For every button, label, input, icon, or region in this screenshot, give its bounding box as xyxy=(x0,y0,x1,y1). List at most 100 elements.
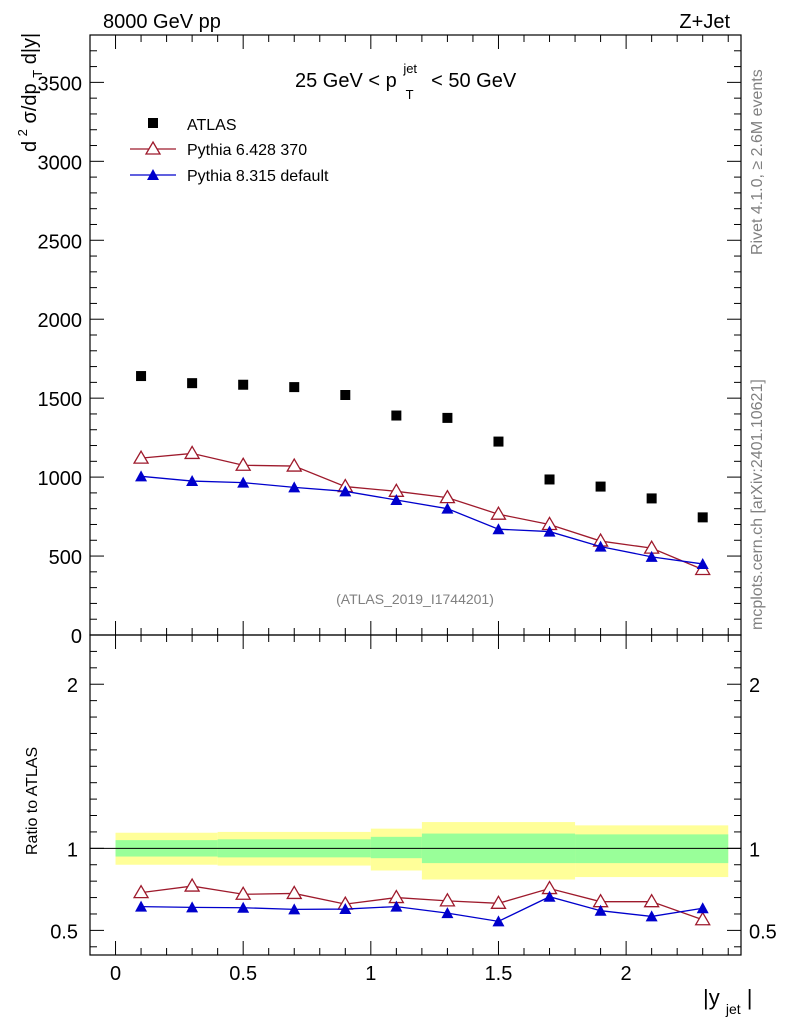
main-point-py8 xyxy=(288,481,301,493)
main-point-py8 xyxy=(645,550,658,562)
plot-title-sup: jet xyxy=(402,61,417,76)
ratio-xtick-label: 0 xyxy=(110,963,121,985)
main-point-py8 xyxy=(594,540,607,552)
y-axis-label-sub: T xyxy=(30,70,45,78)
ratio-point-py8 xyxy=(492,915,505,927)
main-point-py8 xyxy=(237,476,250,488)
ratio-point-py6 xyxy=(183,877,201,892)
ratio-point-py6 xyxy=(490,895,507,909)
main-point-py8 xyxy=(339,485,352,497)
main-ytick-label: 2000 xyxy=(38,310,83,332)
legend-py6-marker xyxy=(144,140,162,155)
x-axis-label-close: | xyxy=(747,985,753,1010)
ratio-xtick-label: 2 xyxy=(621,963,632,985)
main-point-py8 xyxy=(390,494,403,505)
x-axis-label: |y jet | xyxy=(703,985,752,1019)
ratio-xtick-label: 0.5 xyxy=(229,963,257,985)
main-point-atlas xyxy=(340,390,351,400)
legend-py8-marker xyxy=(147,169,159,180)
header-left: 8000 GeV pp xyxy=(103,11,221,33)
ratio-point-py8 xyxy=(237,901,250,913)
ratio-xtick-label: 1 xyxy=(365,963,376,985)
main-point-atlas xyxy=(136,371,147,382)
main-point-py6 xyxy=(183,445,201,460)
main-point-atlas xyxy=(187,378,198,389)
plot-title-pre: 25 GeV < p xyxy=(295,70,397,92)
ratio-series-line xyxy=(140,885,703,921)
main-series-line xyxy=(140,452,703,571)
main-panel: 0 500 1000 1500 2000 2500 3000 3500 (ATLAS_2019… xyxy=(10,33,742,648)
main-point-atlas xyxy=(493,436,504,447)
ratio-ytick-label: 2 xyxy=(67,675,78,697)
main-point-atlas xyxy=(544,474,555,485)
ratio-frame xyxy=(89,634,742,956)
legend-py8-label: Pythia 8.315 default xyxy=(187,168,329,185)
ratio-point-py6 xyxy=(439,892,456,907)
ratio-panel: 0.5 0.5 1 1 2 2 0 0.5 1 1.5 2 Ratio to ATLAS xyxy=(24,634,777,985)
ratio-ytick-label-right: 1 xyxy=(749,839,760,861)
legend: ATLAS Pythia 6.428 370 Pythia 8.315 defa… xyxy=(130,117,329,185)
ratio-point-py8 xyxy=(390,900,403,912)
ratio-point-py6 xyxy=(132,884,150,899)
main-point-py6 xyxy=(490,505,507,520)
ratio-ytick-label: 1 xyxy=(67,839,78,861)
main-ytick-label: 1500 xyxy=(38,389,83,411)
y-axis-label: d 2 σ/dp T d|y| xyxy=(10,33,47,152)
ratio-point-py6 xyxy=(286,885,303,900)
ratio-ytick-label-right: 0.5 xyxy=(749,921,777,943)
main-point-atlas xyxy=(697,512,708,523)
ratio-band-inner xyxy=(370,836,422,859)
ratio-series-line xyxy=(141,896,703,923)
ratio-ytick-label: 0.5 xyxy=(50,921,78,943)
ratio-point-py8 xyxy=(135,900,148,912)
x-axis-label-sub: jet xyxy=(725,1001,741,1017)
legend-py6-label: Pythia 6.428 370 xyxy=(187,142,307,159)
plot-title-sub: T xyxy=(406,87,414,102)
x-axis-label-main: |y xyxy=(703,985,720,1010)
main-ytick-label: 3000 xyxy=(38,152,83,174)
plot-title: 25 GeV < p jet T < 50 GeV xyxy=(295,56,517,104)
main-point-py8 xyxy=(543,525,556,537)
legend-atlas-marker xyxy=(148,118,158,128)
watermark: (ATLAS_2019_I1744201) xyxy=(336,591,494,607)
main-point-py8 xyxy=(441,502,454,514)
ratio-point-py8 xyxy=(594,904,607,916)
main-point-py6 xyxy=(439,489,456,504)
side-mcplots-label: mcplots.cern.ch [arXiv:2401.10621] xyxy=(749,379,766,630)
main-point-py8 xyxy=(696,557,709,569)
main-point-atlas xyxy=(595,481,606,492)
ratio-point-py8 xyxy=(288,903,301,915)
ratio-point-py6 xyxy=(643,893,660,908)
ratio-point-py8 xyxy=(186,901,199,913)
ratio-y-label: Ratio to ATLAS xyxy=(24,747,41,855)
ratio-point-py6 xyxy=(235,885,252,900)
main-point-py8 xyxy=(135,470,148,482)
ratio-ytick-label-right: 2 xyxy=(749,675,760,697)
legend-atlas-label: ATLAS xyxy=(187,117,237,134)
y-axis-label-sup: 2 xyxy=(15,129,30,136)
ratio-xtick-label: 1.5 xyxy=(485,963,513,985)
main-point-py6 xyxy=(132,449,150,464)
main-point-py6 xyxy=(235,456,252,471)
main-point-py8 xyxy=(186,475,199,487)
main-ytick-label: 3500 xyxy=(38,73,83,95)
main-point-atlas xyxy=(646,493,657,504)
main-ytick-label: 2500 xyxy=(38,231,83,253)
main-point-py6 xyxy=(286,457,303,472)
ratio-point-py8 xyxy=(339,903,352,915)
ratio-point-py8 xyxy=(441,907,454,919)
y-axis-label-rest: σ/dp xyxy=(19,83,41,123)
side-rivet-label: Rivet 4.1.0, ≥ 2.6M events xyxy=(749,69,766,255)
plot-title-post: < 50 GeV xyxy=(431,70,517,92)
main-series-line xyxy=(140,475,703,565)
ratio-point-py8 xyxy=(696,902,709,914)
main-point-atlas xyxy=(238,379,249,390)
ratio-point-py6 xyxy=(694,911,711,926)
header-right: Z+Jet xyxy=(679,11,730,33)
main-ytick-label: 500 xyxy=(49,547,82,569)
main-point-atlas xyxy=(391,410,402,421)
main-ytick-label: 0 xyxy=(71,626,82,648)
main-point-atlas xyxy=(442,412,453,423)
y-axis-label-tail: d|y| xyxy=(19,33,41,65)
